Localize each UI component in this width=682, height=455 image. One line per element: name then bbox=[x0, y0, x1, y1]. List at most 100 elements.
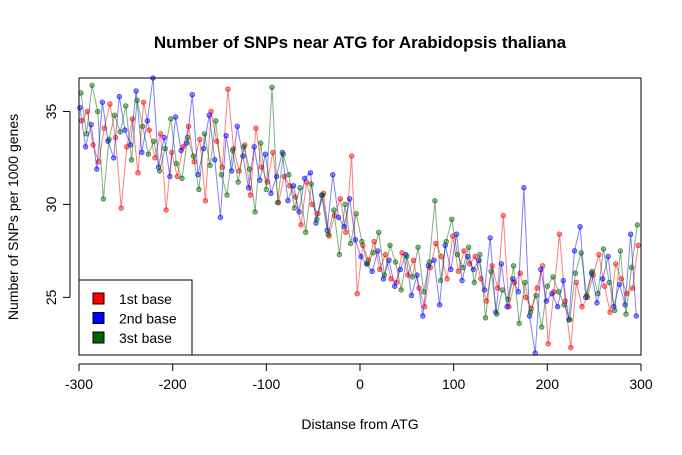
y-tick-label: 25 bbox=[43, 289, 59, 305]
data-point bbox=[117, 129, 123, 135]
data-point bbox=[246, 166, 253, 172]
data-point bbox=[633, 313, 639, 319]
data-point bbox=[196, 186, 202, 193]
data-point bbox=[420, 313, 426, 319]
data-point bbox=[521, 184, 527, 191]
data-point bbox=[172, 114, 179, 120]
data-point bbox=[571, 248, 578, 254]
data-point bbox=[577, 223, 583, 230]
data-point bbox=[111, 112, 118, 118]
data-point bbox=[613, 261, 619, 267]
data-point bbox=[482, 315, 489, 321]
data-point bbox=[100, 196, 107, 202]
data-point bbox=[398, 287, 404, 293]
data-point bbox=[207, 162, 213, 169]
data-point bbox=[343, 229, 349, 235]
data-point bbox=[224, 192, 230, 198]
data-point bbox=[330, 171, 336, 178]
data-point bbox=[488, 268, 494, 274]
data-point bbox=[561, 302, 567, 308]
data-point bbox=[236, 168, 242, 174]
data-point bbox=[179, 175, 185, 182]
data-point bbox=[123, 103, 129, 109]
y-axis-label: Number of SNPs per 1000 genes bbox=[5, 114, 21, 320]
data-point bbox=[116, 93, 122, 100]
data-point bbox=[286, 171, 292, 178]
data-point bbox=[387, 242, 393, 248]
data-point bbox=[145, 151, 151, 157]
data-point bbox=[88, 121, 94, 128]
data-point bbox=[555, 289, 562, 295]
data-point bbox=[572, 270, 579, 276]
data-point bbox=[151, 138, 157, 144]
data-point bbox=[337, 196, 343, 202]
data-point bbox=[437, 277, 444, 284]
data-point bbox=[381, 272, 388, 278]
x-tick-label: -300 bbox=[65, 376, 93, 392]
data-point bbox=[106, 136, 112, 142]
data-point bbox=[494, 311, 500, 317]
data-point bbox=[461, 248, 467, 254]
data-point bbox=[397, 266, 403, 273]
data-point bbox=[118, 205, 124, 211]
data-point bbox=[251, 144, 257, 150]
data-point bbox=[263, 186, 269, 193]
data-point bbox=[82, 144, 89, 150]
x-axis: -300 -200 -100 0 100 200 300 bbox=[65, 363, 653, 392]
data-point bbox=[303, 229, 309, 235]
data-point bbox=[589, 268, 595, 274]
data-point bbox=[325, 231, 331, 237]
data-point bbox=[438, 253, 445, 260]
legend-label: 3st base bbox=[119, 330, 172, 346]
data-point bbox=[352, 236, 358, 243]
data-point bbox=[431, 257, 437, 263]
data-point bbox=[601, 283, 608, 289]
data-point bbox=[454, 251, 461, 258]
data-point bbox=[404, 253, 410, 260]
data-point bbox=[229, 147, 236, 154]
data-point bbox=[291, 205, 298, 211]
data-point bbox=[174, 173, 180, 180]
data-point bbox=[568, 344, 574, 351]
data-point bbox=[504, 304, 510, 310]
data-point bbox=[262, 151, 269, 157]
data-point bbox=[167, 173, 173, 180]
data-point bbox=[436, 302, 443, 308]
data-point bbox=[370, 250, 376, 256]
data-point bbox=[628, 231, 634, 237]
data-point bbox=[426, 259, 432, 265]
y-axis: 25 30 35 bbox=[43, 103, 71, 305]
data-point bbox=[290, 183, 297, 189]
data-point bbox=[162, 145, 168, 152]
x-tick-label: 300 bbox=[629, 376, 653, 392]
data-point bbox=[253, 125, 259, 131]
data-point bbox=[213, 118, 219, 124]
series-3 bbox=[78, 82, 640, 330]
data-point bbox=[556, 231, 563, 237]
data-point bbox=[544, 283, 550, 289]
data-point bbox=[319, 192, 326, 198]
data-point bbox=[549, 291, 555, 297]
data-point bbox=[122, 127, 128, 133]
data-point bbox=[163, 207, 169, 213]
legend-swatch bbox=[92, 312, 105, 324]
data-point bbox=[252, 209, 258, 215]
data-point bbox=[269, 84, 275, 90]
data-point bbox=[110, 155, 117, 161]
data-point bbox=[382, 251, 388, 258]
data-point bbox=[459, 277, 465, 284]
data-point bbox=[358, 253, 364, 260]
data-point bbox=[285, 197, 291, 204]
data-point bbox=[444, 276, 450, 282]
data-point bbox=[135, 170, 141, 176]
data-point bbox=[178, 147, 184, 154]
data-point bbox=[560, 277, 566, 284]
data-point bbox=[554, 304, 561, 310]
data-point bbox=[139, 149, 145, 156]
data-point bbox=[595, 291, 601, 297]
data-point bbox=[308, 181, 314, 187]
data-point bbox=[600, 246, 607, 252]
x-tick-label: 0 bbox=[356, 376, 364, 392]
data-point bbox=[139, 123, 146, 129]
